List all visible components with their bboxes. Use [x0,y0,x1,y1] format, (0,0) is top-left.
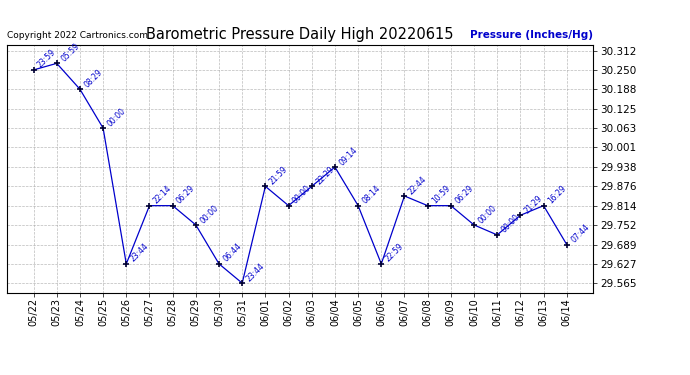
Text: Pressure (Inches/Hg): Pressure (Inches/Hg) [471,30,593,40]
Text: Copyright 2022 Cartronics.com: Copyright 2022 Cartronics.com [7,31,148,40]
Text: 08:29: 08:29 [82,68,104,89]
Text: 23:44: 23:44 [128,242,150,264]
Text: 21:59: 21:59 [268,165,289,186]
Text: 00:00: 00:00 [106,106,128,128]
Text: 00:00: 00:00 [500,213,522,235]
Text: 22:44: 22:44 [407,174,428,196]
Text: 09:14: 09:14 [337,145,359,167]
Text: 06:29: 06:29 [175,184,197,206]
Text: 22:59: 22:59 [384,242,405,264]
Title: Barometric Pressure Daily High 20220615: Barometric Pressure Daily High 20220615 [146,27,454,42]
Text: 05:59: 05:59 [59,42,81,63]
Text: 23:44: 23:44 [244,261,266,283]
Text: 06:29: 06:29 [453,184,475,206]
Text: 10:59: 10:59 [430,184,452,206]
Text: 07:44: 07:44 [569,223,591,245]
Text: 00:00: 00:00 [476,203,498,225]
Text: 16:29: 16:29 [546,184,568,206]
Text: 22:14: 22:14 [152,184,173,206]
Text: 00:00: 00:00 [198,203,220,225]
Text: 06:44: 06:44 [221,242,244,264]
Text: 00:00: 00:00 [291,184,313,206]
Text: 22:29: 22:29 [314,165,336,186]
Text: 08:14: 08:14 [360,184,382,206]
Text: 21:29: 21:29 [523,194,544,215]
Text: 23:59: 23:59 [36,48,58,70]
